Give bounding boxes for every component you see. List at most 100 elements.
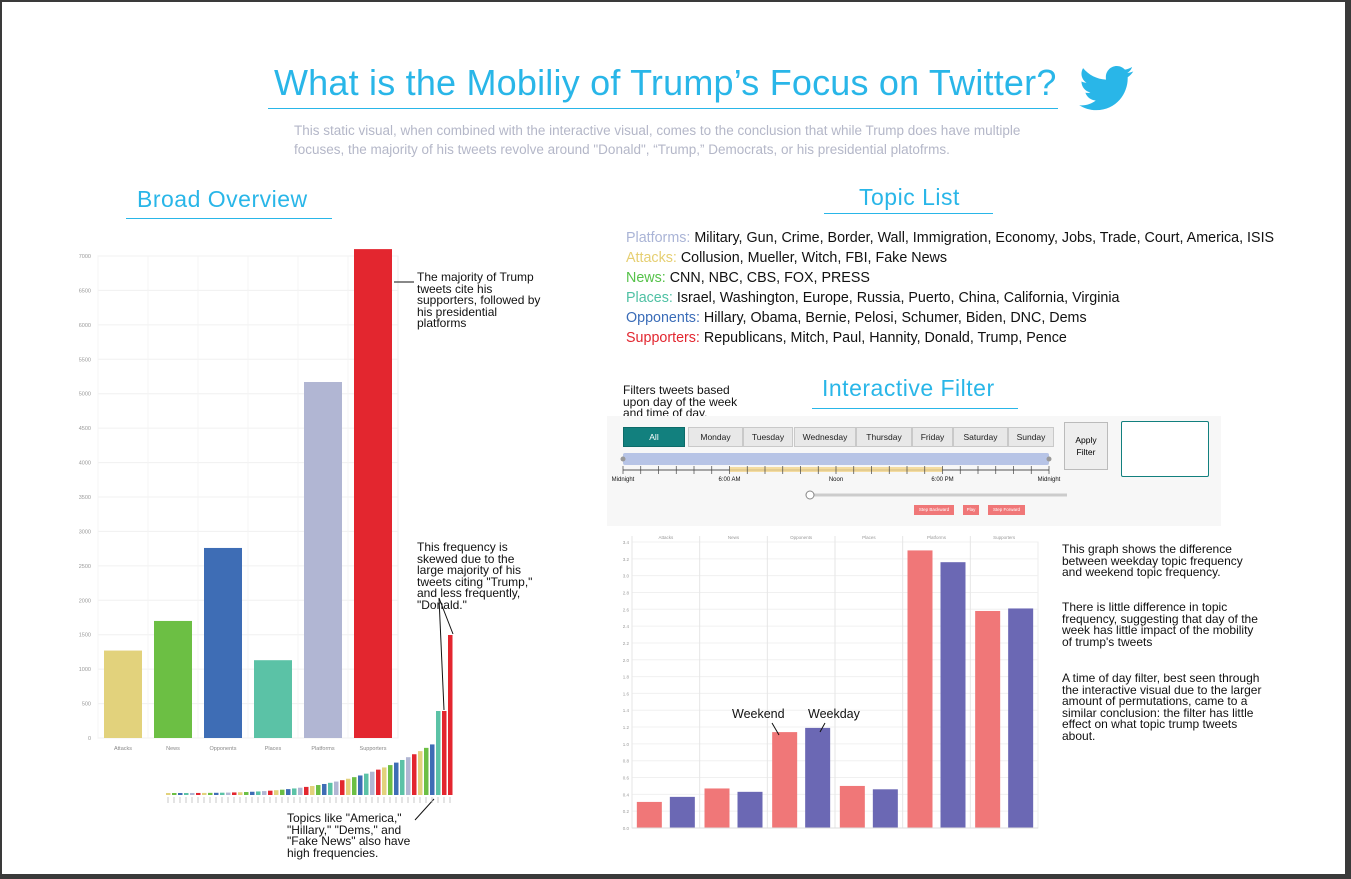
x-tick-label: Places bbox=[265, 746, 282, 752]
day-button-all[interactable]: All bbox=[623, 427, 685, 447]
y-tick-label: 1.0 bbox=[623, 742, 630, 747]
topic-distribution-mini-chart bbox=[166, 635, 453, 803]
mini-bar bbox=[244, 792, 249, 795]
mini-bar bbox=[334, 781, 339, 795]
y-tick-label: 3500 bbox=[79, 495, 91, 501]
topic-items: Military, Gun, Crime, Border, Wall, Immi… bbox=[694, 230, 1275, 246]
mini-bar bbox=[316, 785, 321, 795]
slider-handle-end bbox=[1046, 456, 1052, 462]
mini-bar bbox=[442, 711, 447, 795]
mini-bar bbox=[202, 792, 207, 795]
annotation-majority: The majority of Trump tweets cite his su… bbox=[417, 270, 541, 330]
y-tick-label: 2.4 bbox=[623, 624, 630, 629]
day-button-monday[interactable]: Monday bbox=[688, 427, 743, 447]
y-tick-label: 0 bbox=[88, 736, 91, 742]
y-tick-label: 4500 bbox=[79, 426, 91, 432]
y-tick-label: 0.0 bbox=[623, 826, 630, 831]
topic-label: Supporters: bbox=[626, 330, 700, 346]
mini-bar bbox=[190, 792, 195, 795]
mini-bar bbox=[424, 747, 429, 795]
apply-filter-button[interactable]: Apply Filter bbox=[1064, 422, 1108, 470]
y-tick-label: 3.4 bbox=[623, 540, 630, 545]
mini-bar bbox=[418, 751, 423, 795]
y-tick-label: 1.4 bbox=[623, 708, 630, 713]
time-label: Midnight bbox=[1038, 477, 1061, 483]
topic-row-places: Places: Israel, Washington, Europe, Russ… bbox=[626, 290, 1120, 306]
annotation-topics-like: Topics like "America," "Hillary," "Dems,… bbox=[287, 811, 411, 860]
y-tick-label: 2.8 bbox=[623, 590, 630, 595]
y-tick-label: 1.6 bbox=[623, 691, 630, 696]
y-tick-label: 1.8 bbox=[623, 675, 630, 680]
topic-items: Israel, Washington, Europe, Russia, Puer… bbox=[676, 290, 1120, 306]
bar-weekday bbox=[1008, 608, 1034, 828]
title-underline bbox=[268, 108, 1058, 109]
section-title-topics: Topic List bbox=[859, 184, 960, 210]
bar-weekend bbox=[839, 785, 865, 828]
mini-bar bbox=[304, 786, 309, 795]
topic-items: Republicans, Mitch, Paul, Hannity, Donal… bbox=[703, 330, 1067, 346]
bar-weekday bbox=[669, 796, 695, 828]
day-button-saturday[interactable]: Saturday bbox=[953, 427, 1008, 447]
topic-label: Places: bbox=[626, 290, 673, 306]
topic-row-supporters: Supporters: Republicans, Mitch, Paul, Ha… bbox=[626, 330, 1067, 346]
day-button-friday[interactable]: Friday bbox=[912, 427, 953, 447]
weekday-weekend-leaders bbox=[771, 722, 826, 736]
day-button-sunday[interactable]: Sunday bbox=[1008, 427, 1054, 447]
step-backward-button[interactable]: Step Backward bbox=[914, 505, 954, 515]
topic-label: News: bbox=[626, 270, 666, 286]
topic-items: Hillary, Obama, Bernie, Pelosi, Schumer,… bbox=[703, 310, 1087, 326]
y-tick-label: 0.6 bbox=[623, 776, 630, 781]
facet-header: Supporters bbox=[993, 535, 1016, 540]
apply-filter-label: Apply Filter bbox=[1075, 435, 1097, 457]
time-label: Noon bbox=[829, 477, 843, 483]
y-tick-label: 3.2 bbox=[623, 557, 630, 562]
annotation-skewed: This frequency is skewed due to the larg… bbox=[417, 540, 533, 612]
mini-bar bbox=[232, 792, 237, 795]
annotation-time-of-day: A time of day filter, best seen through … bbox=[1062, 671, 1262, 743]
topic-label: Platforms: bbox=[626, 230, 691, 246]
day-button-wednesday[interactable]: Wednesday bbox=[794, 427, 856, 447]
y-tick-label: 1000 bbox=[79, 667, 91, 673]
mini-bar bbox=[448, 635, 453, 795]
mini-bar bbox=[406, 757, 411, 795]
y-tick-label: 1500 bbox=[79, 633, 91, 639]
bar-weekday bbox=[940, 562, 966, 828]
slider-handle-start bbox=[620, 456, 626, 462]
y-tick-label: 6500 bbox=[79, 288, 91, 294]
mini-bar bbox=[346, 778, 351, 795]
mini-bar bbox=[220, 792, 225, 795]
bar bbox=[154, 620, 192, 738]
y-tick-label: 0.8 bbox=[623, 759, 630, 764]
mini-bar bbox=[208, 792, 213, 795]
y-tick-label: 1.2 bbox=[623, 725, 630, 730]
time-of-day-slider[interactable]: Midnight 6:00 AM Noon 6:00 PM Midnight bbox=[607, 448, 1067, 512]
play-button[interactable]: Play bbox=[963, 505, 979, 515]
broad-overview-bar-chart: 0 500 1000 1500 2000 2500 3000 3500 4000 4500 5000… bbox=[79, 249, 399, 752]
mini-bar bbox=[256, 791, 261, 795]
facet-header: Opponents bbox=[790, 535, 813, 540]
mini-bar bbox=[376, 769, 381, 795]
label-weekend: Weekend bbox=[732, 707, 785, 721]
topic-row-opponents: Opponents: Hillary, Obama, Bernie, Pelos… bbox=[626, 310, 1087, 326]
step-forward-button[interactable]: Step Forward bbox=[988, 505, 1025, 515]
mini-bar bbox=[364, 773, 369, 795]
mini-bar bbox=[172, 792, 177, 795]
bar-weekday bbox=[872, 789, 898, 828]
page-subtitle: This static visual, when combined with t… bbox=[294, 123, 1021, 157]
mini-bar bbox=[166, 793, 171, 795]
weekday-weekend-bar-chart: 0.0 0.2 0.4 0.6 0.8 1.0 1.2 1.4 1.6 1.8 2.0 2.2 2.4 2… bbox=[623, 535, 1039, 831]
bar bbox=[104, 650, 142, 738]
y-tick-label: 2.0 bbox=[623, 658, 630, 663]
mini-bar bbox=[358, 775, 363, 795]
day-button-tuesday[interactable]: Tuesday bbox=[743, 427, 793, 447]
topic-items: CNN, NBC, CBS, FOX, PRESS bbox=[669, 270, 870, 286]
playback-handle bbox=[805, 490, 815, 500]
mini-bar bbox=[328, 782, 333, 795]
y-tick-label: 5500 bbox=[79, 357, 91, 363]
bar-weekday bbox=[737, 791, 763, 828]
mini-bar bbox=[310, 786, 315, 795]
y-tick-label: 3000 bbox=[79, 529, 91, 535]
topic-label: Opponents: bbox=[626, 310, 700, 326]
day-button-thursday[interactable]: Thursday bbox=[856, 427, 912, 447]
